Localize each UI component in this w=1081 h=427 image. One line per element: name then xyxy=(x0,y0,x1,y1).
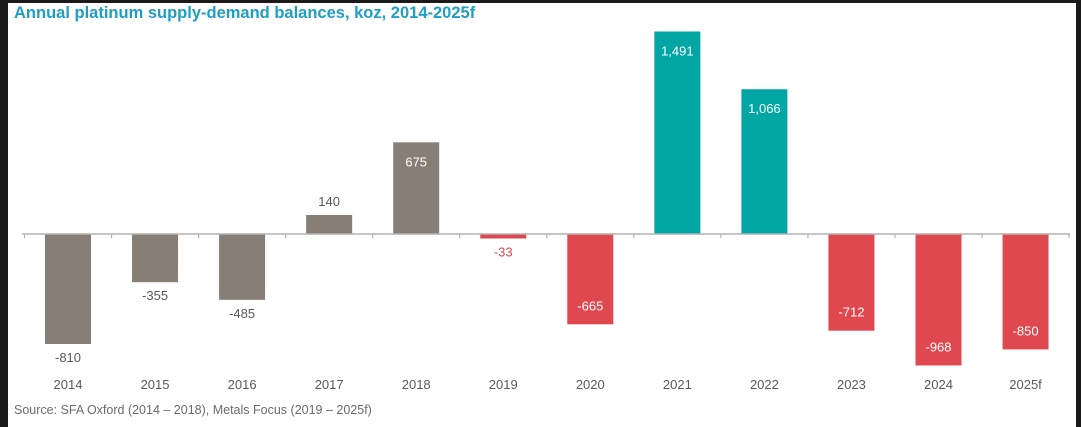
bar-2016 xyxy=(219,234,266,300)
data-label: 140 xyxy=(318,194,340,209)
data-label: 675 xyxy=(405,154,427,169)
x-tick-label: 2017 xyxy=(315,377,344,392)
data-label: -355 xyxy=(142,288,168,303)
data-label: -712 xyxy=(838,305,864,320)
bar-2017 xyxy=(306,214,353,234)
data-label: -665 xyxy=(577,298,603,313)
bar-2015 xyxy=(132,234,179,283)
bar-2023 xyxy=(828,234,875,331)
chart-frame xyxy=(8,3,1076,427)
source-note: Source: SFA Oxford (2014 – 2018), Metals… xyxy=(14,403,372,417)
x-tick-label: 2014 xyxy=(54,377,83,392)
bar-2021 xyxy=(654,31,701,234)
data-label: -850 xyxy=(1013,323,1039,338)
x-tick-label: 2022 xyxy=(750,377,779,392)
data-label: -33 xyxy=(494,244,513,259)
x-tick-label: 2021 xyxy=(663,377,692,392)
data-label: -810 xyxy=(55,350,81,365)
data-label: 1,491 xyxy=(661,44,694,59)
x-tick-label: 2024 xyxy=(924,377,953,392)
bar-2018 xyxy=(393,142,440,234)
data-labels-group: -810 -355 -485 140 675 -33 -665 1,491 1,066 -712 -… xyxy=(55,44,1039,365)
chart-title: Annual platinum supply-demand balances, … xyxy=(14,4,476,22)
x-tick-label: 2023 xyxy=(837,377,866,392)
data-label: -968 xyxy=(925,339,951,354)
bar-2025f xyxy=(1002,234,1049,350)
bar-2019 xyxy=(480,234,527,239)
x-tick-label: 2020 xyxy=(576,377,605,392)
x-axis xyxy=(22,233,1070,238)
x-tick-label: 2016 xyxy=(228,377,257,392)
x-tick-label: 2025f xyxy=(1009,377,1042,392)
x-tick-label: 2018 xyxy=(402,377,431,392)
data-label: -485 xyxy=(229,306,255,321)
x-tick-labels-group: 2014 2015 2016 2017 2018 2019 2020 2021 2022 2023… xyxy=(54,377,1043,392)
x-tick-label: 2019 xyxy=(489,377,518,392)
data-label: 1,066 xyxy=(748,101,781,116)
bar-2014 xyxy=(45,234,91,344)
bar-2020 xyxy=(567,234,614,325)
x-tick-label: 2015 xyxy=(141,377,170,392)
bar-2024 xyxy=(915,234,962,366)
bars-group xyxy=(45,31,1049,366)
bar-2022 xyxy=(741,89,788,234)
